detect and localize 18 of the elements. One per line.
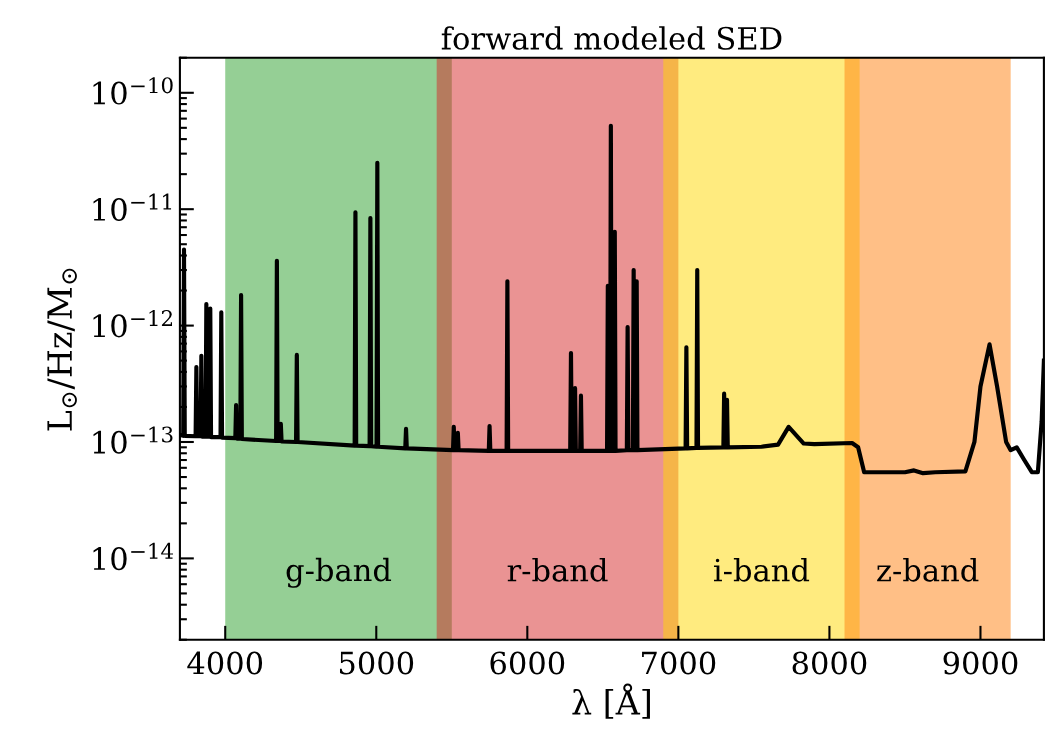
chart-title: forward modeled SED xyxy=(441,26,782,50)
band-label: i-band xyxy=(713,558,810,582)
x-tick-label: 9000 xyxy=(943,651,1018,675)
band-label: g-band xyxy=(286,557,392,588)
y-tick-label: 10$^{−12}$ xyxy=(93,310,172,338)
y-axis-title: L$_{⊙}$/Hz/M$_{⊙}$ xyxy=(47,268,77,431)
y-tick-label: 10$^{−10}$ xyxy=(93,77,173,105)
band-label: r-band xyxy=(507,558,608,582)
x-tick-label: 5000 xyxy=(339,651,414,675)
y-tick-label: 10$^{−14}$ xyxy=(93,542,174,571)
x-tick-label: 8000 xyxy=(792,651,867,675)
x-tick-label: 4000 xyxy=(187,651,263,675)
band-label: z-band xyxy=(877,558,979,582)
y-tick-label: 10$^{−13}$ xyxy=(93,426,173,454)
x-tick-label: 7000 xyxy=(642,651,716,675)
y-tick-label: 10$^{−11}$ xyxy=(93,193,172,222)
x-tick-label: 6000 xyxy=(490,651,565,675)
x-axis-title: λ [Å] xyxy=(572,683,650,719)
